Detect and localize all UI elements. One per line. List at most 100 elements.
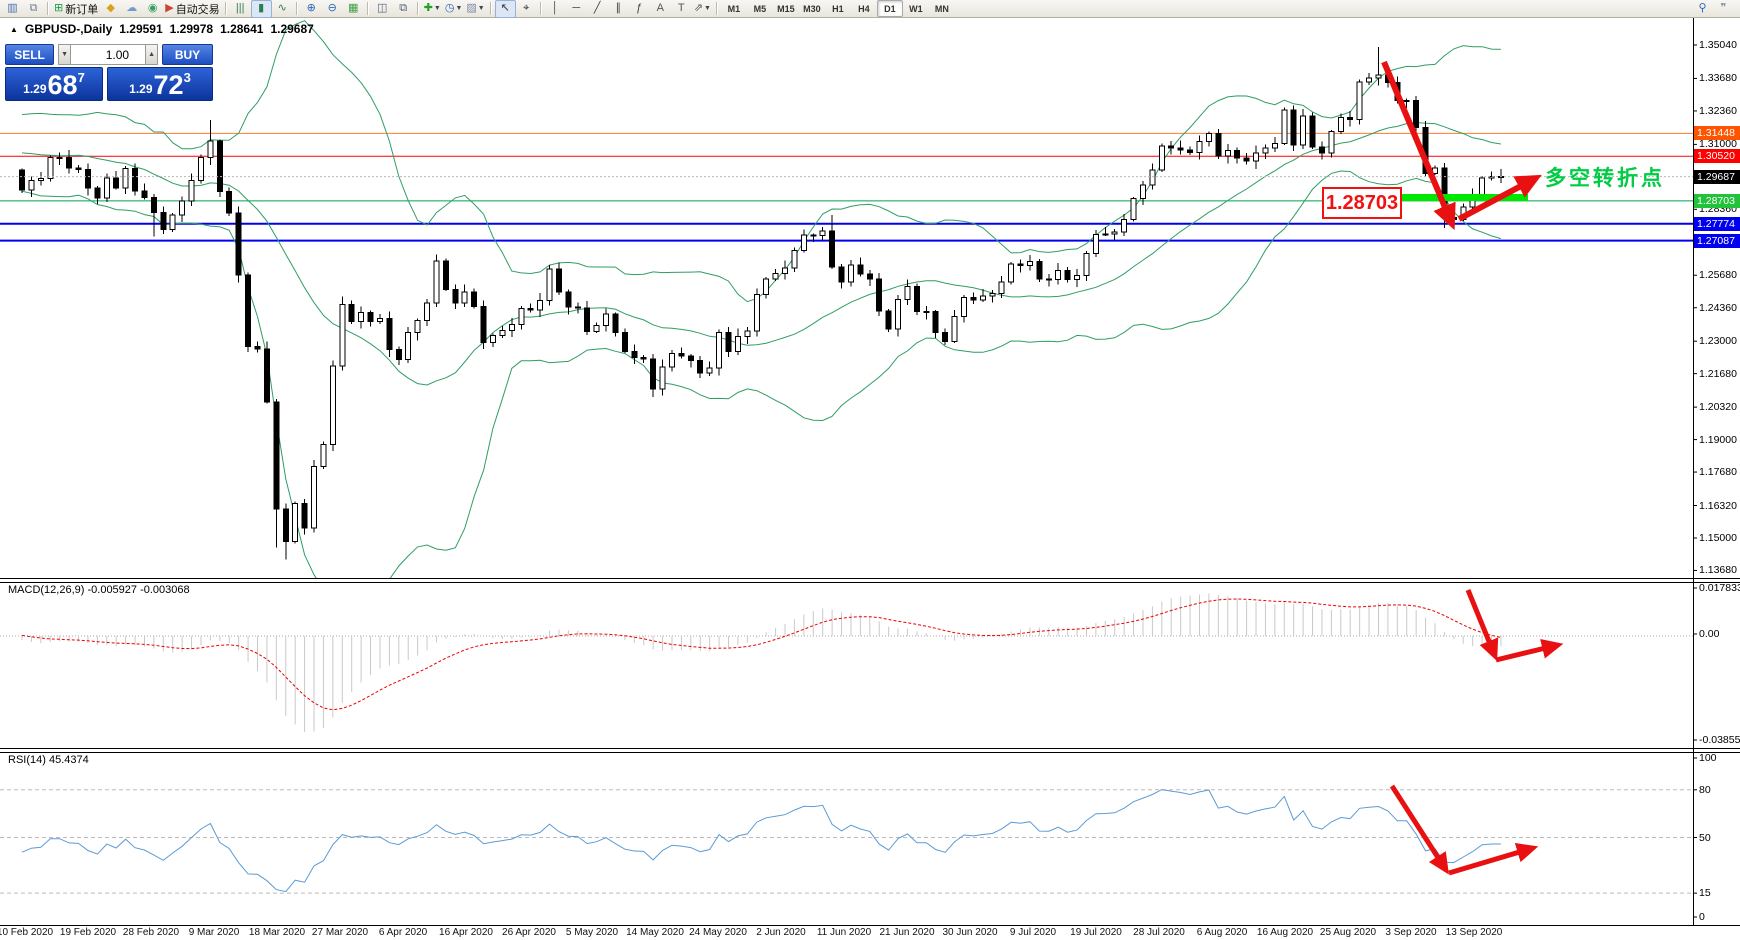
- timeframe-h1-button[interactable]: H1: [832, 3, 844, 14]
- toolbar-separator: [715, 2, 718, 15]
- horizontal-line-icon: ─: [572, 2, 581, 14]
- text-button[interactable]: A: [650, 0, 671, 18]
- candlestick-chart-icon: ▮: [258, 2, 265, 14]
- timeframe-m30-button[interactable]: M30: [803, 3, 821, 14]
- crosshair-icon: ⌖: [523, 2, 530, 14]
- tile-windows-button[interactable]: ▦: [343, 0, 364, 18]
- vertical-line-button[interactable]: │: [545, 0, 566, 18]
- periods-icon: ◷: [444, 2, 455, 14]
- cursor-button[interactable]: ↖: [494, 0, 516, 18]
- trendline-icon: ╱: [593, 2, 601, 14]
- toolbar: ▥ ⧉ ⊞ 新订单 ◆ ☁ ◉ ▶ 自动交易 ||| ▮ ∿ ⊕ ⊖ ▦ ◫ ⧉ ✚ ▼ ◷ ▼ ▨ ▼ ↖ ⌖ │ ─ ╱ ∥ ƒ A T ⇗…: [0, 0, 1740, 18]
- sell-button[interactable]: SELL: [5, 44, 55, 65]
- chart-canvas[interactable]: [0, 18, 1740, 940]
- volume-stepper: ▼ 1.00 ▲: [58, 44, 159, 65]
- timeframe-h4-button[interactable]: H4: [858, 3, 870, 14]
- timeframe-m5-button[interactable]: M5: [753, 3, 767, 14]
- zoom-out-icon: ⊖: [327, 2, 337, 14]
- price-annotation-box[interactable]: 1.28703: [1322, 187, 1402, 219]
- toolbar-right-icons: ⚲ ❞: [1692, 0, 1734, 18]
- buy-button[interactable]: BUY: [162, 44, 213, 65]
- sell-price-sup: 7: [77, 70, 85, 85]
- timeframe-w1-button[interactable]: W1: [909, 3, 923, 14]
- chat-icon: ❞: [1720, 2, 1727, 14]
- depth-of-market-icon: ◆: [106, 2, 115, 14]
- zoom-out-button[interactable]: ⊖: [322, 0, 343, 18]
- volume-down-button[interactable]: ▼: [58, 44, 72, 65]
- zoom-in-button[interactable]: ⊕: [301, 0, 322, 18]
- equidistant-channel-icon: ∥: [615, 2, 621, 14]
- toolbar-separator: [416, 2, 419, 15]
- sell-price-display[interactable]: 1.29 68 7: [5, 67, 103, 101]
- fibonacci-button[interactable]: ƒ: [629, 0, 650, 18]
- virtual-hosting-button[interactable]: ☁: [121, 0, 142, 18]
- text-icon: A: [656, 2, 664, 14]
- charts-panel-button[interactable]: ▥: [2, 0, 23, 18]
- equidistant-channel-button[interactable]: ∥: [608, 0, 629, 18]
- arrange-windows-button[interactable]: ◫: [372, 0, 393, 18]
- chat-button[interactable]: ❞: [1713, 0, 1734, 18]
- search-icon: ⚲: [1698, 2, 1707, 14]
- buy-price-display[interactable]: 1.29 72 3: [107, 67, 213, 101]
- volume-up-button[interactable]: ▲: [145, 44, 159, 65]
- templates-button[interactable]: ▨ ▼: [464, 0, 486, 18]
- timeframe-d1-button[interactable]: D1: [876, 0, 903, 17]
- timeframe-m15-button[interactable]: M15: [777, 3, 795, 14]
- signals-button[interactable]: ◉: [142, 0, 163, 18]
- periods-button[interactable]: ◷ ▼: [443, 0, 465, 18]
- buy-price-sup: 3: [183, 70, 191, 85]
- chevron-down-icon: ▼: [433, 5, 441, 12]
- candlestick-chart-button[interactable]: ▮: [250, 0, 272, 18]
- zoom-in-icon: ⊕: [306, 2, 316, 14]
- trendline-button[interactable]: ╱: [587, 0, 608, 18]
- chevron-down-icon: ▼: [703, 5, 711, 12]
- chevron-down-icon: ▼: [477, 5, 485, 12]
- data-window-icon: ⧉: [29, 2, 38, 14]
- new-order-icon: ⊞: [54, 2, 64, 14]
- autotrading-icon: ▶: [165, 2, 174, 14]
- search-button[interactable]: ⚲: [1692, 0, 1713, 18]
- text-label-icon: T: [677, 2, 685, 14]
- arrange-windows-icon: ◫: [376, 2, 388, 14]
- timeframe-m1-button[interactable]: M1: [727, 3, 741, 14]
- virtual-hosting-icon: ☁: [126, 2, 138, 14]
- volume-input[interactable]: 1.00: [71, 44, 146, 65]
- toolbar-separator: [47, 2, 49, 15]
- templates-icon: ▨: [466, 2, 477, 14]
- text-label-button[interactable]: T: [671, 0, 692, 18]
- arrows-button[interactable]: ⇗ ▼: [692, 0, 713, 18]
- autotrading-button[interactable]: ▶ 自动交易: [163, 0, 221, 18]
- sell-price-prefix: 1.29: [23, 82, 47, 96]
- timeframe-mn-button[interactable]: MN: [934, 3, 949, 14]
- one-click-trade-panel: SELL ▼ 1.00 ▲ BUY 1.29 68 7 1.29: [5, 44, 213, 101]
- new-order-button[interactable]: ⊞ 新订单: [52, 0, 100, 18]
- buy-price-prefix: 1.29: [129, 82, 153, 96]
- sell-price-big: 68: [47, 70, 78, 100]
- data-window-button[interactable]: ⧉: [23, 0, 44, 18]
- charts-panel-icon: ▥: [7, 2, 18, 14]
- bar-chart-button[interactable]: |||: [230, 0, 251, 18]
- chevron-down-icon: ▼: [455, 5, 463, 12]
- toolbar-separator: [366, 2, 369, 15]
- new-order-button-label: 新订单: [65, 3, 99, 16]
- line-chart-icon: ∿: [277, 2, 287, 14]
- fibonacci-icon: ƒ: [636, 2, 643, 14]
- cascade-windows-button[interactable]: ⧉: [393, 0, 414, 18]
- bar-chart-icon: |||: [235, 2, 245, 14]
- depth-of-market-button[interactable]: ◆: [100, 0, 121, 18]
- indicators-icon: ✚: [423, 2, 433, 14]
- cursor-icon: ↖: [500, 2, 510, 14]
- vertical-line-icon: │: [551, 2, 559, 14]
- crosshair-button[interactable]: ⌖: [516, 0, 537, 18]
- signals-icon: ◉: [147, 2, 158, 14]
- toolbar-separator: [224, 2, 227, 15]
- line-chart-button[interactable]: ∿: [272, 0, 293, 18]
- arrows-icon: ⇗: [693, 2, 703, 14]
- tile-windows-icon: ▦: [347, 2, 359, 14]
- cascade-windows-icon: ⧉: [399, 2, 408, 14]
- indicators-button[interactable]: ✚ ▼: [422, 0, 443, 18]
- buy-price-big: 72: [153, 70, 184, 100]
- horizontal-line-button[interactable]: ─: [566, 0, 587, 18]
- chart-area: ▲ GBPUSD-,Daily 1.29591 1.29978 1.28641 …: [0, 18, 1740, 940]
